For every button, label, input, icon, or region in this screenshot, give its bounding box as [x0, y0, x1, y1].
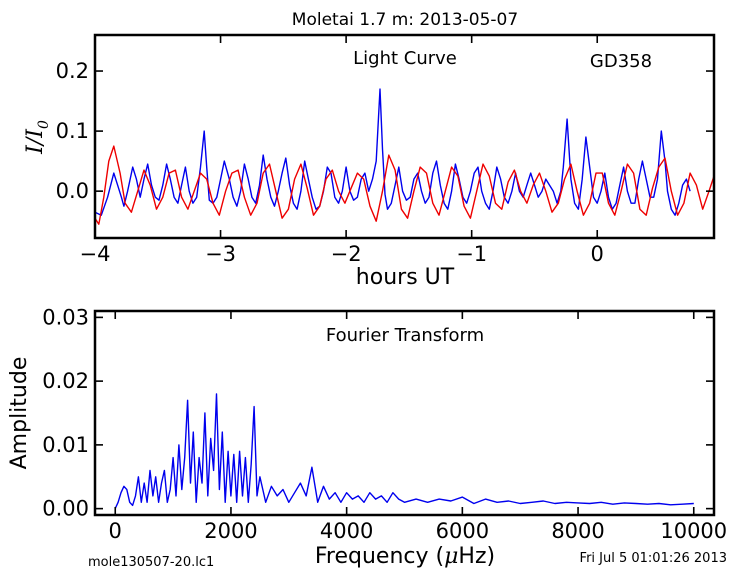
light-curve-x-tick-label: −2 [331, 242, 362, 266]
fourier-x-tick-label: 0 [109, 519, 122, 543]
light-curve-label: Light Curve [353, 48, 457, 69]
fourier-x-axis-label: Frequency (μHz) [315, 544, 495, 569]
light-curve-observed-line [94, 88, 691, 216]
fourier-x-tick-label: 2000 [204, 519, 257, 543]
light-curve-y-axis-label: I/I0 [23, 120, 52, 155]
fourier-x-tick-label: 6000 [436, 519, 489, 543]
light-curve-ticks: −4 −3 −2 −1 0 0.0 0.1 0.2 [56, 35, 714, 266]
light-curve-x-tick-label: −3 [205, 242, 236, 266]
fourier-x-tick-label: 10000 [660, 519, 727, 543]
fourier-transform-label: Fourier Transform [326, 325, 484, 346]
footer-filename: mole130507-20.lc1 [88, 555, 214, 570]
fourier-x-tick-label: 4000 [320, 519, 373, 543]
light-curve-fit-line [94, 145, 715, 225]
fourier-y-tick-label: 0.01 [42, 433, 89, 457]
footer-timestamp: Fri Jul 5 01:01:26 2013 [580, 551, 727, 566]
light-curve-y-tick-label: 0.1 [56, 119, 89, 143]
fourier-y-axis-label: Amplitude [7, 357, 32, 470]
light-curve-x-axis-label: hours UT [356, 265, 455, 290]
fourier-y-tick-label: 0.03 [42, 305, 89, 329]
fourier-panel: 0 2000 4000 6000 8000 10000 0.00 0.01 0.02 0.03 F… [7, 305, 727, 569]
light-curve-x-tick-label: −1 [456, 242, 487, 266]
star-name-label: GD358 [590, 51, 652, 72]
figure-title: Moletai 1.7 m: 2013-05-07 [292, 10, 518, 30]
fourier-series-group [114, 393, 694, 509]
fourier-axes-frame [93, 309, 716, 517]
fourier-y-tick-label: 0.00 [42, 497, 89, 521]
fourier-x-tick-label: 8000 [551, 519, 604, 543]
light-curve-x-tick-label: −4 [80, 242, 111, 266]
light-curve-y-tick-label: 0.2 [56, 59, 89, 83]
light-curve-axes-frame [93, 33, 716, 240]
fourier-ticks: 0 2000 4000 6000 8000 10000 0.00 0.01 0.02 0.03 [42, 305, 727, 543]
fourier-y-tick-label: 0.02 [42, 369, 89, 393]
light-curve-y-tick-label: 0.0 [56, 179, 89, 203]
fourier-amplitude-line [114, 393, 694, 509]
light-curve-series-group [94, 88, 715, 225]
light-curve-panel: −4 −3 −2 −1 0 0.0 0.1 0.2 Light Curve GD358 hou… [23, 33, 716, 290]
light-curve-x-tick-label: 0 [591, 242, 604, 266]
